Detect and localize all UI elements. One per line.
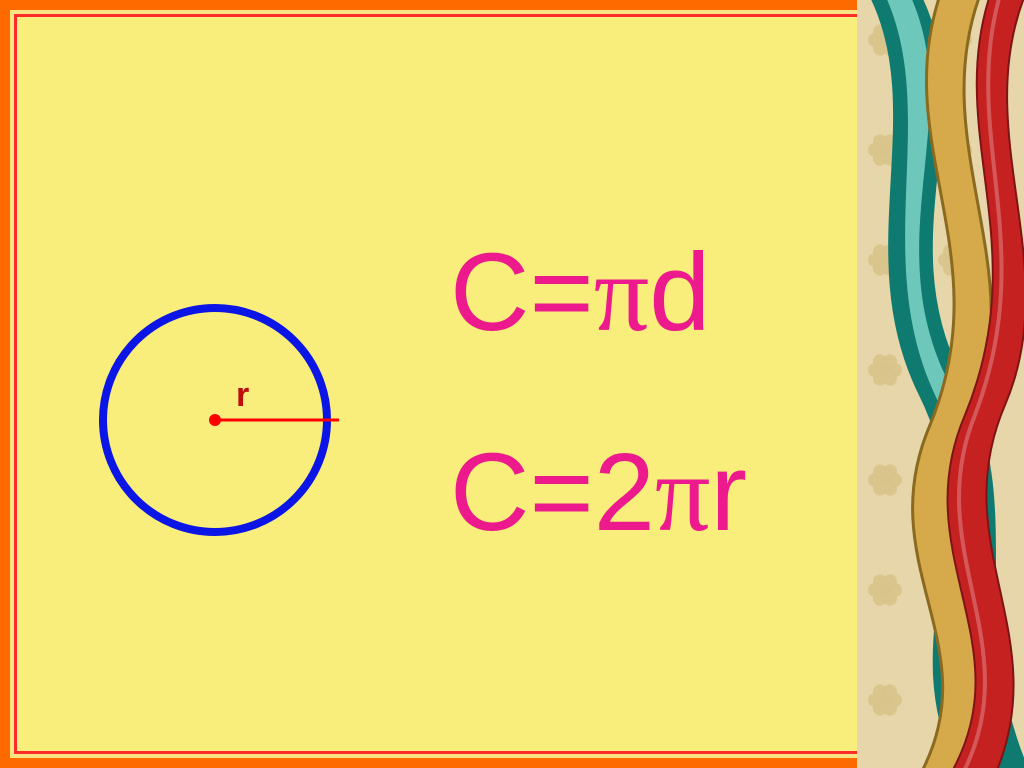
formula1-c-eq: C=: [450, 231, 594, 354]
circle-diagram: [79, 284, 351, 556]
decor-ribbons: [850, 0, 1024, 768]
formula2-r: r: [710, 431, 747, 554]
formula1-d: d: [649, 231, 710, 354]
formula-circumference-diameter: C=πd: [450, 238, 710, 348]
slide-stage: r C=πd C=2πr: [0, 0, 1024, 768]
formula-circumference-radius: C=2πr: [450, 438, 747, 548]
radius-label: r: [236, 376, 249, 415]
pi-symbol: π: [594, 232, 650, 354]
pi-symbol: π: [655, 432, 711, 554]
formula2-two: 2: [594, 431, 655, 554]
formula2-c-eq: C=: [450, 431, 594, 554]
